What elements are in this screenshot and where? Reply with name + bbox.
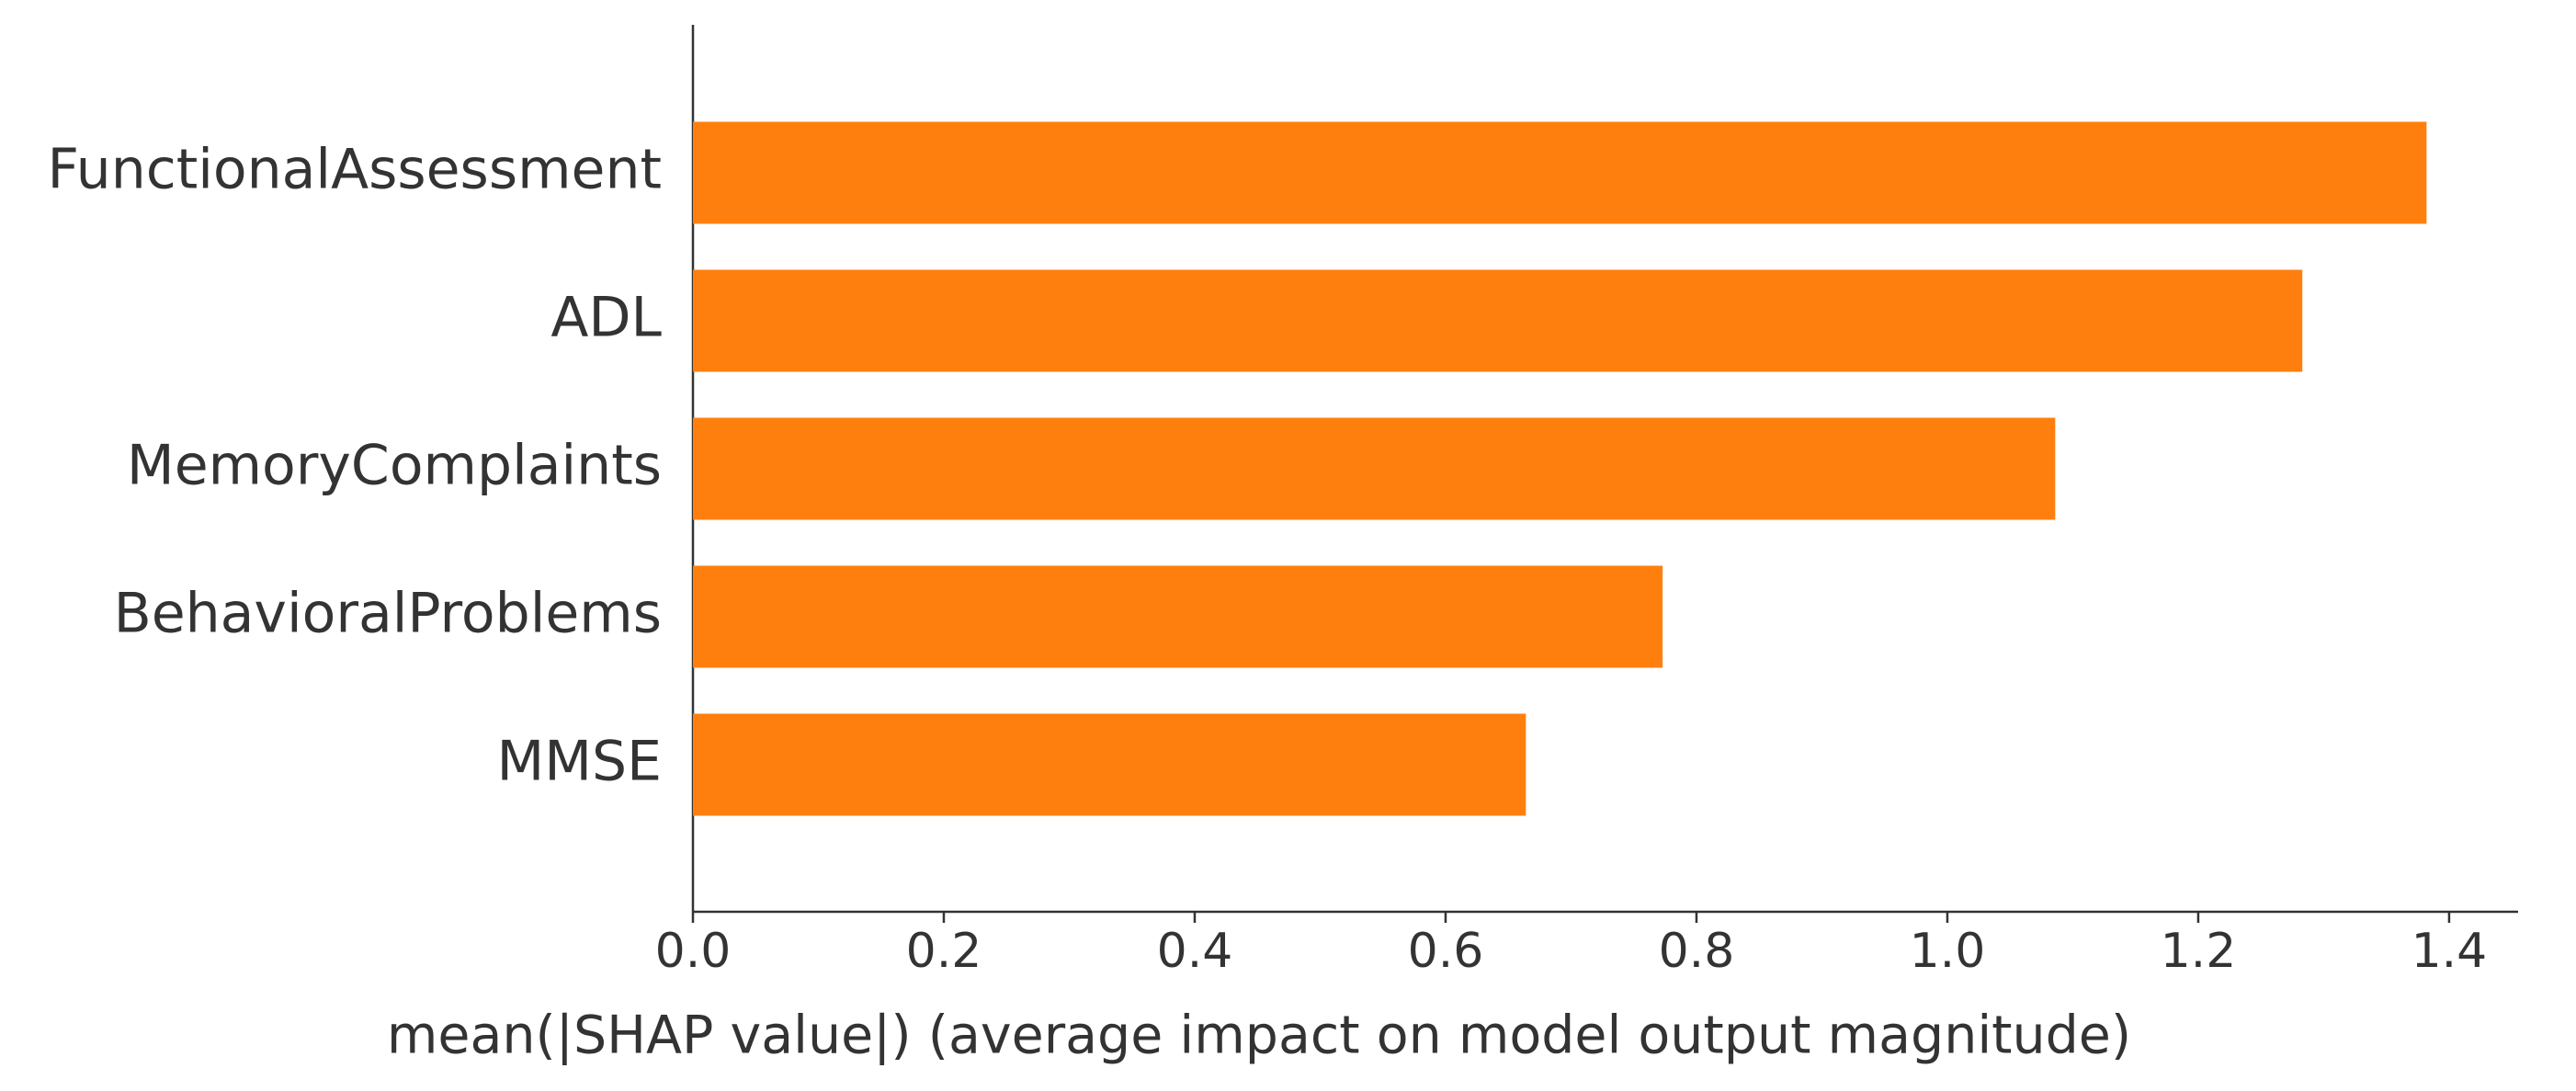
x-tick-label: 1.0 <box>1910 924 1986 979</box>
y-tick-label: MemoryComplaints <box>127 434 662 498</box>
y-tick-label: BehavioralProblems <box>114 582 662 646</box>
y-tick-label: ADL <box>550 286 662 350</box>
x-tick-label: 1.4 <box>2411 924 2488 979</box>
x-tick-label: 0.4 <box>1157 924 1233 979</box>
bar <box>693 121 2427 224</box>
x-tick-label: 0.0 <box>655 924 732 979</box>
bar <box>693 269 2303 372</box>
y-tick-label: FunctionalAssessment <box>47 138 662 202</box>
x-tick-label: 0.2 <box>906 924 982 979</box>
x-tick-label: 1.2 <box>2161 924 2237 979</box>
bar <box>693 713 1526 816</box>
x-tick-label: 0.8 <box>1659 924 1735 979</box>
x-tick-label: 0.6 <box>1408 924 1484 979</box>
bar <box>693 565 1663 668</box>
x-axis-label: mean(|SHAP value|) (average impact on mo… <box>387 1006 2131 1066</box>
y-tick-label: MMSE <box>496 730 662 794</box>
bar <box>693 417 2056 520</box>
